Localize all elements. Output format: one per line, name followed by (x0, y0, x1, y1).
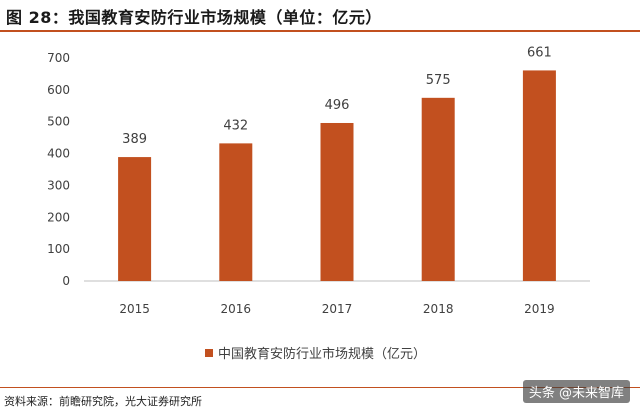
footer-divider (0, 387, 640, 388)
y-tick-label: 200 (47, 210, 70, 224)
source-note: 资料来源：前瞻研究院，光大证券研究所 (4, 395, 202, 408)
data-label: 432 (223, 118, 248, 133)
y-tick-label: 500 (47, 115, 70, 129)
bar (320, 122, 354, 281)
bar (421, 97, 455, 281)
bar (118, 157, 152, 281)
x-tick-label: 2017 (322, 302, 353, 316)
x-tick-label: 2016 (221, 302, 252, 316)
bar-chart: 0 100 200 300 400 500 600 700 389 2015 432 2016 496 2… (47, 45, 590, 362)
legend-label: 中国教育安防行业市场规模（亿元） (218, 346, 426, 362)
title-divider (0, 30, 640, 32)
legend-swatch (205, 349, 213, 357)
y-tick-label: 600 (47, 83, 70, 97)
y-tick-label: 400 (47, 147, 70, 161)
chart-title: 图 28：我国教育安防行业市场规模（单位：亿元） (6, 8, 382, 27)
y-tick-label: 700 (47, 51, 70, 65)
y-tick-label: 0 (62, 274, 70, 288)
y-tick-label: 300 (47, 178, 70, 192)
data-label: 389 (122, 132, 147, 147)
bar (219, 143, 253, 281)
data-label: 661 (527, 45, 552, 60)
y-tick-label: 100 (47, 242, 70, 256)
data-label: 496 (325, 98, 350, 113)
watermark: 头条 @未来智库 (522, 380, 630, 403)
data-label: 575 (426, 73, 451, 88)
x-tick-label: 2019 (524, 302, 555, 316)
x-tick-label: 2015 (119, 302, 150, 316)
bar (522, 70, 556, 281)
x-tick-label: 2018 (423, 302, 454, 316)
